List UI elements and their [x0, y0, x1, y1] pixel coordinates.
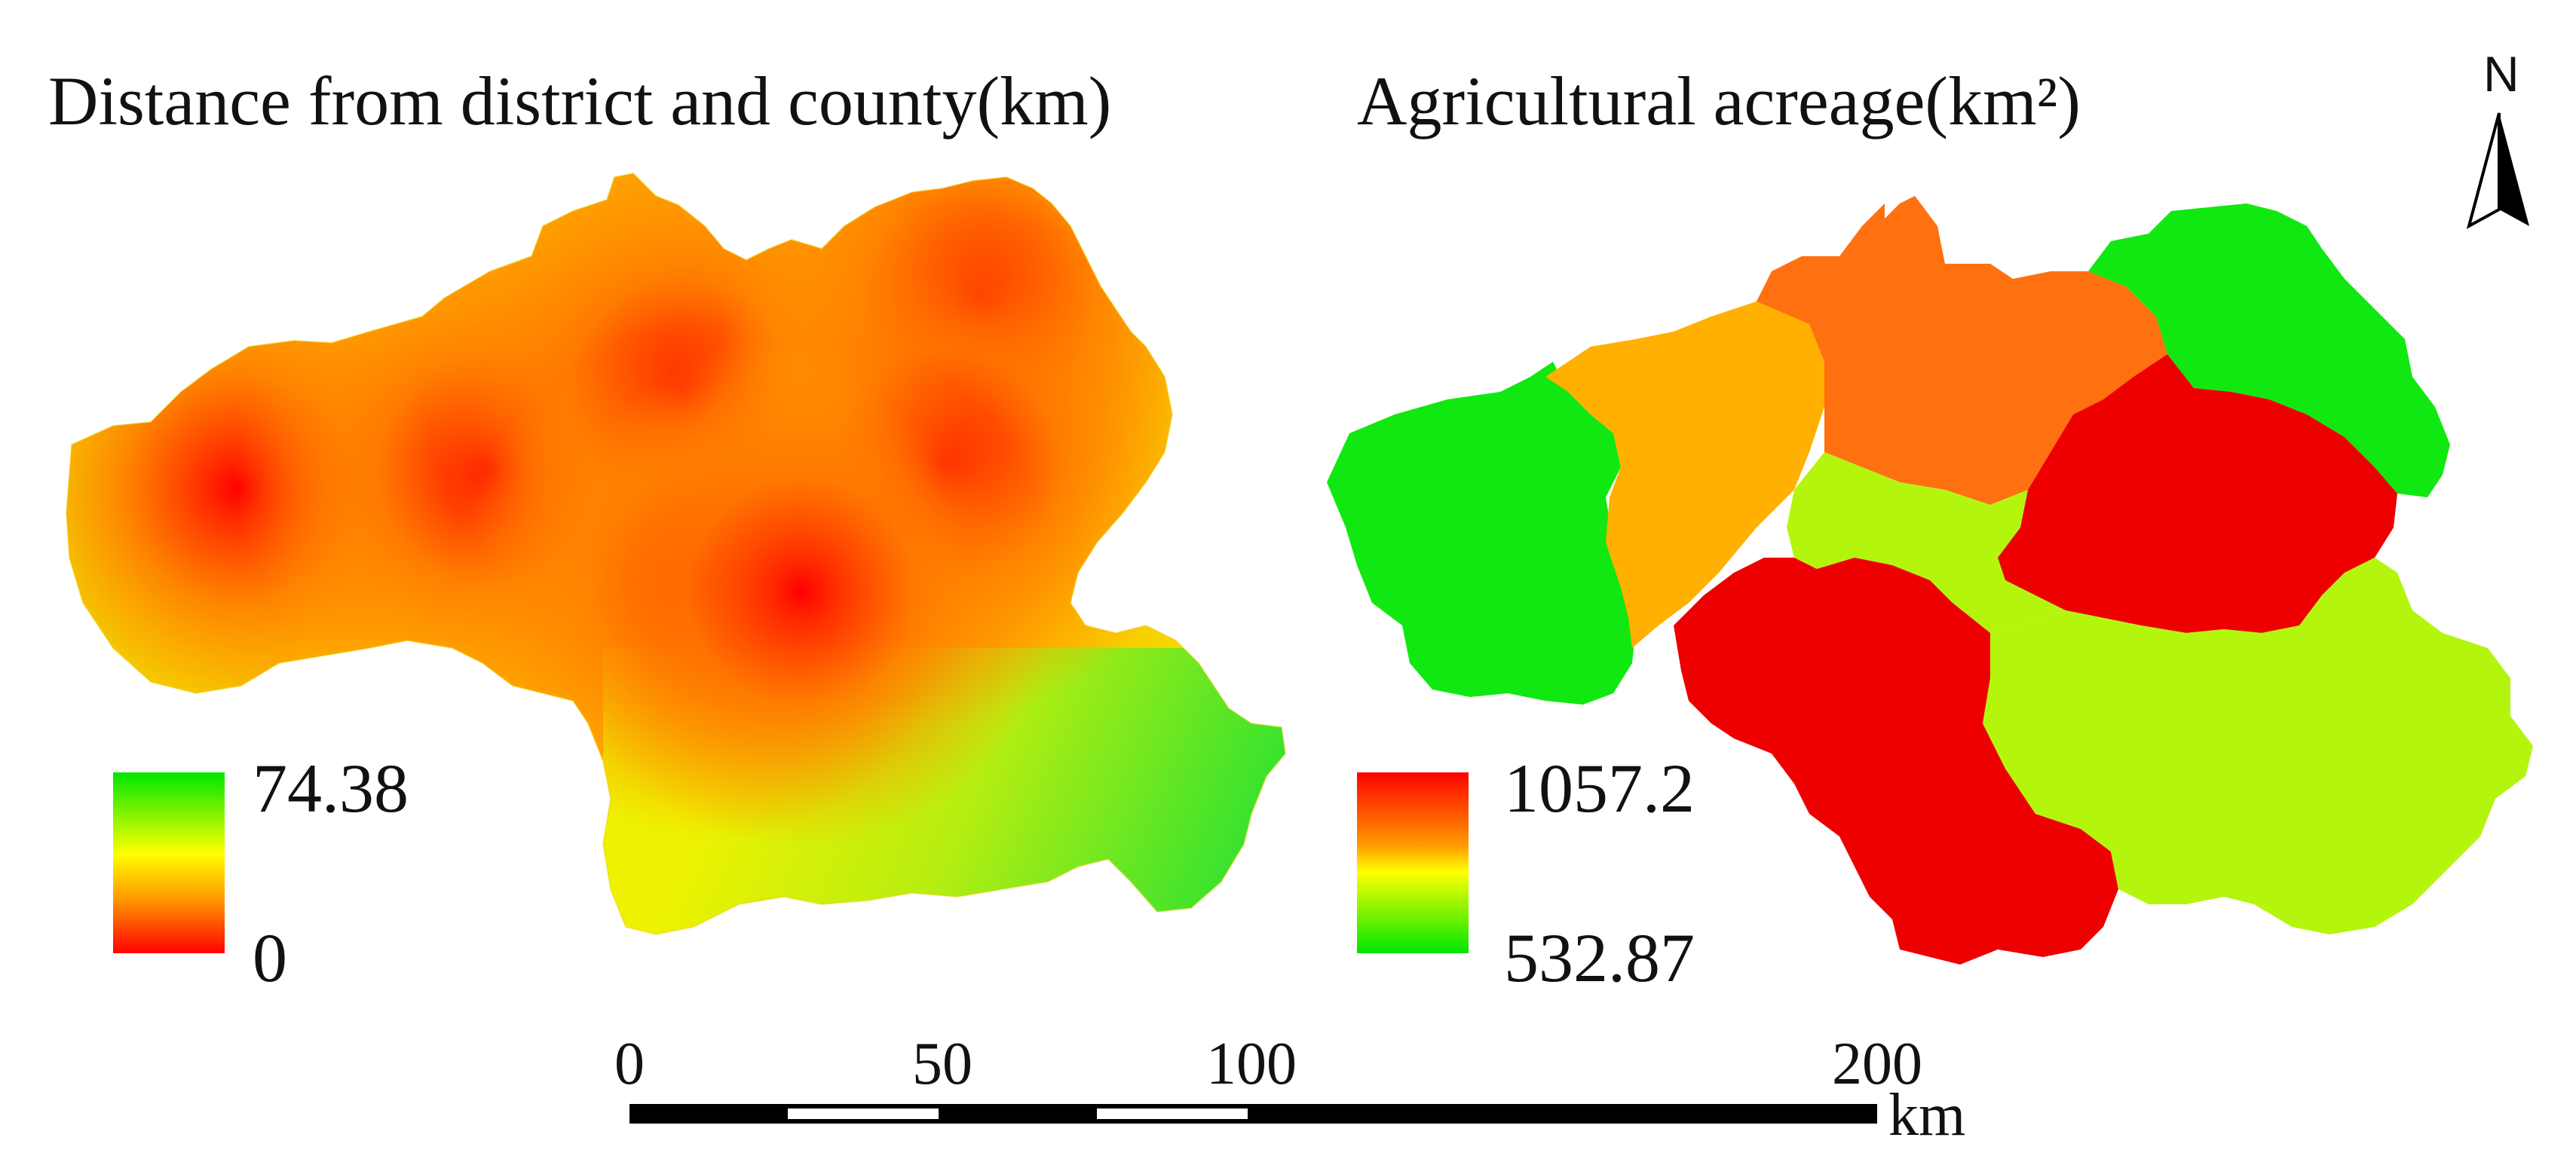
distance-hotspot-south-center-2: [545, 335, 1058, 848]
scale-bar-segment: [788, 1108, 939, 1119]
scale-bar-segment: [1097, 1108, 1248, 1119]
left-map-title: Distance from district and county(km): [48, 63, 1112, 139]
scale-tick-100: 100: [1206, 1031, 1297, 1097]
north-arrow-label: N: [2483, 46, 2519, 102]
scale-tick-50: 50: [912, 1031, 973, 1097]
north-arrow-left-half: [2466, 112, 2501, 230]
scale-tick-200: 200: [1832, 1031, 1922, 1097]
region-central: [1787, 452, 2066, 633]
north-arrow: [2466, 112, 2529, 230]
acreage-legend-min-label: 532.87: [1504, 919, 1695, 996]
region-south: [1674, 558, 2118, 965]
distance-legend-bar: [113, 772, 225, 953]
region-east: [1998, 354, 2397, 633]
region-west: [1327, 362, 1636, 705]
region-northeast: [2088, 203, 2450, 497]
distance-legend-max-label: 74.38: [253, 750, 409, 827]
region-southeast: [1983, 558, 2533, 934]
region-west-central: [1545, 301, 1824, 648]
north-arrow-right-half: [2499, 113, 2529, 226]
scale-unit: km: [1888, 1082, 1966, 1148]
acreage-legend-bar: [1357, 772, 1469, 953]
distance-legend-min-label: 0: [253, 919, 287, 996]
scale-tick-0: 0: [614, 1031, 645, 1097]
acreage-legend-max-label: 1057.2: [1504, 750, 1695, 827]
region-north: [1757, 196, 2167, 505]
scale-bar: [629, 1104, 1877, 1124]
right-map-title: Agricultural acreage(km²): [1357, 63, 2081, 139]
acreage-map: [1327, 196, 2533, 965]
